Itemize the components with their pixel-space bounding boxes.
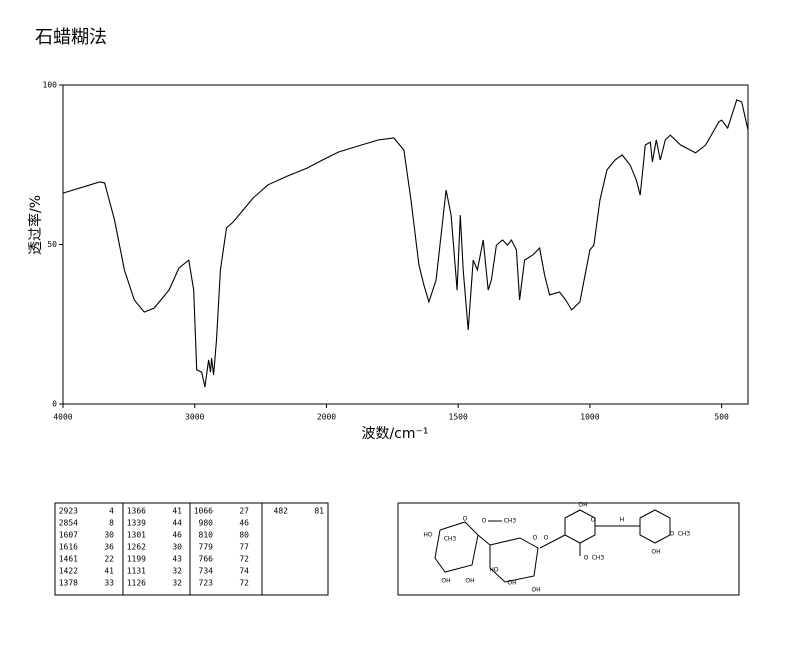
peak-transmittance: 44 [172,519,182,528]
peak-transmittance: 30 [104,531,114,540]
peak-wavenumber: 2854 [59,519,78,528]
structure-label: OH [465,578,474,585]
x-tick-label: 4000 [53,413,72,422]
peak-wavenumber: 1199 [127,555,146,564]
structure-label: H [620,517,625,524]
peak-wavenumber: 1366 [127,507,146,516]
peak-wavenumber: 1126 [127,579,146,588]
peak-transmittance: 8 [109,519,114,528]
peak-transmittance: 81 [314,507,324,516]
x-tick-label: 1500 [449,413,468,422]
peak-wavenumber: 1607 [59,531,78,540]
structure-diagram [397,502,740,596]
peak-transmittance: 43 [172,555,182,564]
structure-label: HO [489,567,499,574]
chart-title: 石蜡糊法 [35,27,107,48]
peak-wavenumber: 810 [199,531,214,540]
peak-wavenumber: 1339 [127,519,146,528]
structure-label: O [584,555,589,562]
peak-wavenumber: 1066 [194,507,213,516]
peak-wavenumber: 1131 [127,567,146,576]
peak-transmittance: 72 [239,555,249,564]
structure-label: OH [531,587,540,594]
peak-wavenumber: 1461 [59,555,78,564]
peak-transmittance: 46 [239,519,249,528]
peak-transmittance: 74 [239,567,249,576]
structure-label: O [482,518,487,525]
x-tick-label: 1000 [580,413,599,422]
peak-transmittance: 4 [109,507,114,516]
peak-transmittance: 33 [104,579,114,588]
y-tick-label: 0 [52,400,57,409]
peak-transmittance: 77 [239,543,249,552]
x-axis-label: 波数/cm⁻¹ [361,426,428,442]
structure-label: OH [651,549,660,556]
peak-wavenumber: 1616 [59,543,78,552]
x-tick-label: 2000 [317,413,336,422]
peak-transmittance: 36 [104,543,114,552]
structure-label: OH [507,580,516,587]
peak-wavenumber: 779 [199,543,214,552]
peak-wavenumber: 1262 [127,543,146,552]
peak-wavenumber: 1378 [59,579,78,588]
structure-label: CH3 [444,536,457,543]
spectrum-line [62,99,749,388]
x-tick-label: 3000 [185,413,204,422]
peak-transmittance: 46 [172,531,182,540]
peak-wavenumber: 2923 [59,507,78,516]
structure-label: O [591,517,596,524]
peak-wavenumber: 980 [199,519,214,528]
peak-wavenumber: 1422 [59,567,78,576]
peak-wavenumber: 1301 [127,531,146,540]
peak-wavenumber: 482 [274,507,289,516]
structure-label: O [533,535,538,542]
peak-wavenumber: 734 [199,567,214,576]
peak-transmittance: 32 [172,567,182,576]
structure-label: OH [441,578,450,585]
structure-label: O [544,535,549,542]
peak-transmittance: 80 [239,531,249,540]
y-tick-label: 100 [43,81,58,90]
peak-transmittance: 22 [104,555,114,564]
peak-transmittance: 30 [172,543,182,552]
peak-transmittance: 27 [239,507,249,516]
plot-frame [62,84,749,405]
table-frame [54,502,329,596]
peak-transmittance: 72 [239,579,249,588]
peak-wavenumber: 723 [199,579,214,588]
structure-label: O [463,516,468,523]
structure-label: CH3 [504,518,517,525]
peak-transmittance: 41 [172,507,182,516]
peak-transmittance: 41 [104,567,114,576]
structure-label: CH3 [592,555,605,562]
y-tick-label: 50 [47,240,57,249]
structure-label: O [670,531,675,538]
structure-label: HO [423,532,433,539]
peak-transmittance: 32 [172,579,182,588]
x-tick-label: 500 [714,413,729,422]
structure-label: CH3 [678,531,691,538]
peak-wavenumber: 766 [199,555,214,564]
y-axis-label: 透过率/% [27,195,44,255]
structure-label: OH [578,502,587,509]
